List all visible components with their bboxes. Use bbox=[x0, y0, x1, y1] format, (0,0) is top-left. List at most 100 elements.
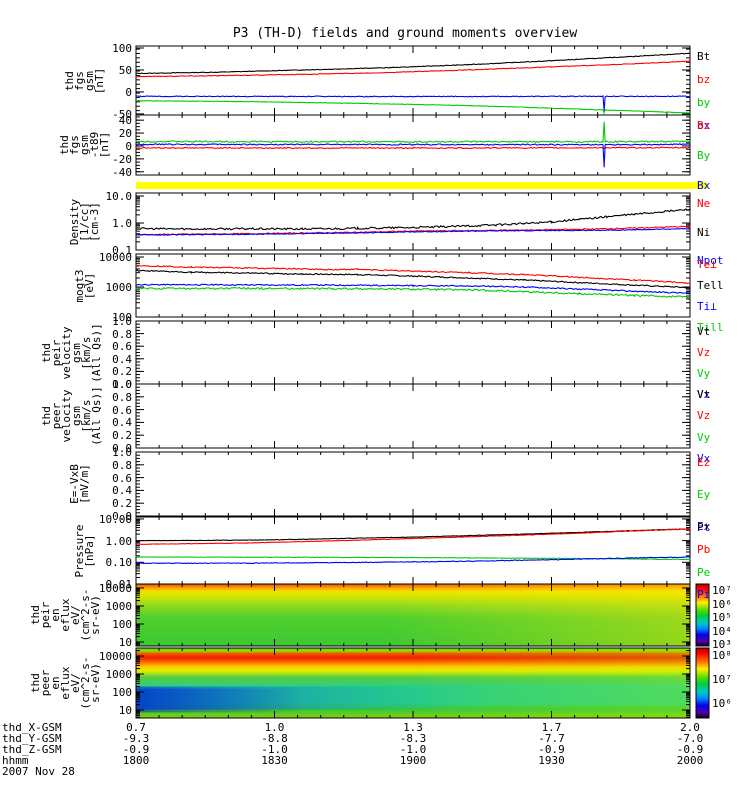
panel-spec-peer bbox=[135, 647, 710, 719]
colorbar-tick-label: 10⁶ bbox=[712, 597, 732, 611]
panel-pressure bbox=[135, 516, 691, 585]
colorbar-tick-label: 10⁶ bbox=[712, 697, 732, 710]
colorbar-tick-label: 10⁴ bbox=[712, 624, 732, 638]
legend-By: By bbox=[697, 149, 711, 162]
axis-row-label: thd_Z-GSM bbox=[2, 743, 62, 756]
y-tick-label: 0.0 bbox=[112, 510, 132, 523]
axis-row-value: 1830 bbox=[261, 754, 288, 767]
series-bx bbox=[135, 94, 691, 111]
y-tick-label: -50 bbox=[112, 107, 132, 121]
axis-row-label: thd_X-GSM bbox=[2, 721, 62, 734]
legend-Bz: Bz bbox=[697, 119, 711, 132]
colorbar bbox=[695, 583, 710, 647]
legend-bx: bx bbox=[697, 119, 711, 132]
y-tick-label: 0.2 bbox=[112, 497, 132, 511]
legend-Pb: Pb bbox=[697, 543, 711, 557]
legend-Pi: Pi bbox=[697, 588, 711, 601]
legend-Vz: Vz bbox=[697, 409, 711, 423]
y-tick-label: 50 bbox=[118, 63, 132, 77]
y-tick-label: 100 bbox=[112, 311, 132, 324]
legend-Tell: Tell bbox=[697, 279, 724, 292]
ylabel-fgs-gsm: thd fgs gsm [nT] bbox=[63, 67, 106, 94]
panel-fgs-gsm-t89 bbox=[135, 114, 691, 176]
legend-Vz: Vz bbox=[697, 346, 711, 359]
series-bz bbox=[135, 60, 691, 78]
legend-Pe: Pe bbox=[697, 565, 711, 579]
series-By bbox=[135, 121, 691, 144]
series-Bz bbox=[135, 146, 691, 150]
series-Ti-perp bbox=[135, 283, 691, 294]
axis-row-value: -0.9 bbox=[676, 743, 704, 756]
legend-Ne: Ne bbox=[697, 197, 711, 210]
colorbar-tick-label: 10⁸ bbox=[712, 648, 732, 662]
y-tick-label: 0.8 bbox=[112, 327, 132, 341]
axis-row-value: -1.0 bbox=[399, 743, 427, 756]
axis-row-value: -8.3 bbox=[399, 732, 427, 745]
panel-temperature bbox=[135, 253, 691, 318]
legend-Till: Till bbox=[697, 321, 724, 334]
y-tick-label: 0.1 bbox=[112, 244, 132, 257]
axis-row-value: 1900 bbox=[399, 754, 427, 767]
y-tick-label: 10 bbox=[118, 704, 132, 717]
colorbar-tick-label: 10³ bbox=[712, 638, 732, 652]
axis-row-value: -1.0 bbox=[261, 743, 288, 756]
y-tick-label: 1000 bbox=[105, 668, 133, 681]
y-tick-label: 0.0 bbox=[112, 378, 132, 391]
axis-row-value: 1.7 bbox=[541, 721, 562, 734]
y-tick-label: 0.8 bbox=[112, 390, 132, 404]
y-tick-label: 1000 bbox=[105, 281, 133, 294]
legend-Vy: Vy bbox=[697, 367, 711, 380]
axis-row-value: -9.3 bbox=[122, 732, 150, 745]
colorbar-tick-label: 10⁵ bbox=[712, 611, 732, 625]
y-tick-label: 1.0 bbox=[112, 315, 132, 328]
legend-Npot: Npot bbox=[697, 254, 724, 267]
y-tick-label: 100 bbox=[112, 617, 132, 631]
y-tick-label: 0.10 bbox=[105, 556, 133, 570]
panel-velocity-peir bbox=[135, 320, 691, 385]
y-tick-label: 1.00 bbox=[105, 534, 133, 548]
axis-row-value: 1.0 bbox=[264, 721, 285, 734]
legend-Ni: Ni bbox=[697, 225, 711, 239]
y-tick-label: 1.0 bbox=[112, 216, 132, 230]
ylabel-spec-peer: thd peer en eflux eV/ (cm^2-s- sr-eV) bbox=[29, 656, 102, 710]
axis-row-value: -8.8 bbox=[261, 732, 288, 745]
axis-row-value: 0.7 bbox=[126, 721, 146, 734]
series-Ni bbox=[135, 207, 691, 231]
ylabel-density: Density [1/cc] [cm-3] bbox=[68, 198, 101, 245]
axis-row-label: hhmm bbox=[2, 754, 29, 767]
y-tick-label: 0.4 bbox=[112, 416, 132, 430]
y-tick-label: 10000 bbox=[98, 251, 132, 264]
y-tick-label: 1000 bbox=[105, 599, 133, 613]
ylabel-temperature: mogt3 [eV] bbox=[73, 268, 96, 303]
panel-spec-peir bbox=[135, 583, 710, 647]
axis-row-value: -7.7 bbox=[538, 732, 565, 745]
series-Pi bbox=[135, 556, 691, 565]
y-tick-label: 10000 bbox=[98, 581, 132, 595]
series-Bx bbox=[135, 143, 691, 168]
legend-Vt: Vt bbox=[697, 388, 711, 401]
y-tick-label: 0 bbox=[125, 139, 132, 153]
series-Pb bbox=[135, 528, 691, 545]
axis-row-value: 1800 bbox=[122, 754, 150, 767]
y-tick-label: -20 bbox=[112, 152, 132, 166]
axis-row-value: -7.0 bbox=[676, 732, 704, 745]
legend-Bt: Bt bbox=[697, 50, 711, 63]
y-tick-label: 1.0 bbox=[112, 446, 132, 459]
axis-row-label: thd_Y-GSM bbox=[2, 732, 62, 745]
axis-row-value: 2000 bbox=[676, 754, 704, 767]
axis-row-value: -0.9 bbox=[122, 743, 150, 756]
panel-efield bbox=[135, 451, 691, 517]
y-tick-label: 10.0 bbox=[105, 189, 133, 203]
y-tick-label: 10000 bbox=[98, 649, 132, 663]
panel-fgs-gsm bbox=[135, 45, 691, 116]
ylabel-velocity-peer: thd peer velocity gsm [km/s (All Qs)] bbox=[40, 386, 103, 446]
legend-Te⊥: Te⊥ bbox=[697, 258, 717, 271]
legend-Ez: Ez bbox=[697, 456, 711, 469]
series-by bbox=[135, 99, 691, 115]
panel-velocity-peer bbox=[135, 383, 691, 449]
y-tick-label: 100 bbox=[112, 41, 132, 55]
y-tick-label: 10.00 bbox=[98, 512, 132, 526]
y-tick-label: 0.6 bbox=[112, 403, 132, 417]
y-tick-label: 0.4 bbox=[112, 484, 132, 498]
legend-by: by bbox=[697, 96, 711, 109]
